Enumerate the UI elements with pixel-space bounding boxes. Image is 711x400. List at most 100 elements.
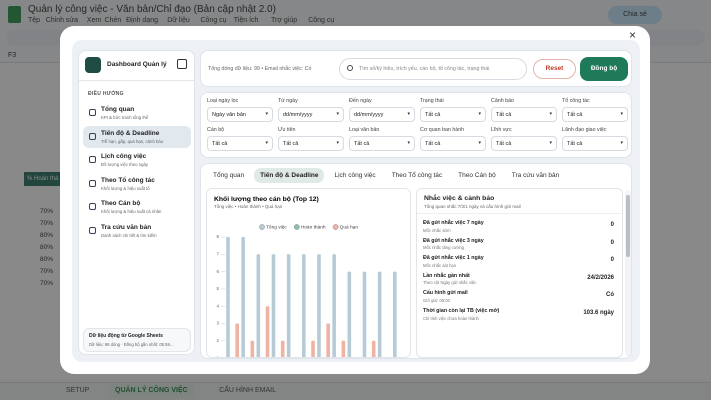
reminder-value: 0: [611, 257, 614, 263]
filter-label: Cán bộ: [207, 127, 224, 133]
filter-select[interactable]: Tất cả▾: [207, 136, 273, 151]
tab[interactable]: Tổng quan: [207, 168, 250, 183]
reminder-label: Đã gửi nhắc việc 1 ngày: [423, 255, 484, 261]
filter-value: Tất cả: [567, 112, 582, 118]
tab[interactable]: Tiến độ & Deadline: [254, 168, 324, 183]
filter-value: Tất cả: [425, 141, 440, 147]
reminder-subtitle: Tổng quan nhắc 7/3/1 ngày và cấu hình gử…: [424, 204, 521, 209]
legend-swatch: [259, 224, 264, 229]
legend-label: Hoàn thành: [301, 224, 326, 230]
reminder-note: Giờ gửi: 05:00: [423, 298, 450, 303]
filter-value: Tất cả: [567, 141, 582, 147]
y-tick-label: 8: [216, 234, 219, 239]
nav-subtitle: Khối lượng & hiệu suất tổ: [101, 186, 150, 191]
search-box[interactable]: Tìm số/ký hiệu, trích yếu, cán bộ, tổ cô…: [339, 58, 527, 80]
filter-select[interactable]: Tất cả▾: [349, 136, 415, 151]
tab[interactable]: Theo Cán bộ: [452, 168, 502, 183]
y-tick-label: 7: [216, 251, 219, 256]
reminder-label: Cấu hình gửi mail: [423, 290, 468, 296]
tab[interactable]: Tra cứu văn bản: [506, 168, 565, 183]
filter-select[interactable]: Tất cả▾: [562, 107, 628, 122]
reminder-title: Nhắc việc & cảnh báo: [424, 195, 494, 202]
legend-label: Quá hạn: [340, 224, 359, 230]
filter-select[interactable]: Tất cả▾: [420, 107, 486, 122]
nav-title: Lịch công việc: [101, 153, 146, 160]
reminder-label: Lần nhắc gần nhất: [423, 273, 470, 279]
filter-value: Ngày văn bản: [212, 112, 246, 118]
y-tick-label: 3: [216, 321, 219, 326]
nav-title: Tra cứu văn bản: [101, 224, 151, 231]
filter-select[interactable]: Tất cả▾: [420, 136, 486, 151]
y-tick-label: 6: [216, 269, 219, 274]
filter-caret: ▾: [336, 140, 339, 146]
filter-select[interactable]: Tất cả ▾: [491, 107, 557, 122]
filter-value: Tất cả: [496, 141, 511, 147]
reset-button[interactable]: Reset: [533, 59, 576, 79]
filter-caret: ▾: [407, 140, 410, 146]
filter-caret: ▾: [549, 111, 552, 117]
bar: [287, 254, 291, 358]
sidebar-logo: [85, 57, 101, 73]
filter-caret: ▾: [265, 111, 268, 117]
filter-select[interactable]: Tất cả ▾: [491, 136, 557, 151]
bar-chart: Khối lượng theo cán bộ (Top 12)Tổng việc…: [207, 189, 411, 358]
nav-item[interactable]: Tiến độ & Deadline Trễ hạn, gấp, quá hạn,…: [83, 126, 191, 148]
bar: [317, 254, 321, 358]
reminder-label: Đã gửi nhắc việc 3 ngày: [423, 238, 484, 244]
filter-value: dd/mm/yyyy: [283, 112, 312, 118]
y-tick-label: 2: [216, 338, 219, 343]
reminder-panel: Nhắc việc & cảnh báo Tổng quan nhắc 7/3/1…: [416, 188, 623, 358]
scrollbar-thumb[interactable]: [626, 195, 630, 257]
tab[interactable]: Lịch công việc: [328, 168, 381, 183]
chart-title: Khối lượng theo cán bộ (Top 12): [214, 195, 319, 203]
modal-body: Dashboard Quản lýĐIỀU HƯỚNGTổng quanKPI …: [72, 40, 640, 362]
filter-value: Tất cả: [496, 112, 511, 118]
bar: [281, 341, 285, 358]
nav-title: Tổng quan: [101, 106, 134, 113]
nav-item[interactable]: Theo Cán bộ Khối lượng & hiệu suất cá nhâ…: [83, 196, 191, 218]
reminder-value: 24/2/2026: [587, 275, 614, 281]
nav-title: Theo Cán bộ: [101, 200, 140, 207]
bar: [348, 272, 352, 358]
collapse-button[interactable]: [177, 59, 187, 69]
filter-select[interactable]: dd/mm/yyyy▾: [278, 107, 344, 122]
nav-item[interactable]: Tra cứu văn bảnDanh sách chi tiết & tìm …: [83, 220, 191, 242]
bar: [372, 341, 376, 358]
filter-caret: ▾: [549, 140, 552, 146]
nav-item[interactable]: Lịch công việc Đồ lượng việc theo ngày: [83, 149, 191, 171]
nav-subtitle: Trễ hạn, gấp, quá hạn, cảnh báo: [101, 139, 163, 144]
filter-select[interactable]: dd/mm/yyyy▾: [349, 107, 415, 122]
sidebar: Dashboard Quản lýĐIỀU HƯỚNGTổng quanKPI …: [78, 50, 195, 355]
filter-select[interactable]: Tất cả▾: [562, 136, 628, 151]
nav-item[interactable]: Theo Tổ công tácKhối lượng & hiệu suất t…: [83, 173, 191, 195]
filter-value: Tất cả: [283, 141, 298, 147]
bar: [257, 254, 261, 358]
bar: [266, 306, 270, 358]
reminder-note: Mốc nhắc tăng cường: [423, 245, 464, 250]
filter-label: Loại văn bản: [349, 127, 379, 133]
divider: [417, 213, 623, 214]
footer-title: Dữ liệu động từ Google Sheets: [89, 333, 163, 339]
filter-select[interactable]: Tất cả ▾: [278, 136, 344, 151]
reminder-value: 103.6 ngày: [583, 310, 614, 316]
chart-subtitle: Tổng việc • Hoàn thành • Quá hạn: [214, 203, 283, 209]
bar: [251, 341, 255, 358]
filter-select[interactable]: Ngày văn bản ▾: [207, 107, 273, 122]
footer-text: Dữ liệu: 99 dòng · Đồng bộ gần nhất: 05:…: [89, 342, 173, 347]
legend-swatch: [294, 224, 299, 229]
reminder-note: Mốc nhắc sát hạn: [423, 263, 456, 268]
nav-icon: [89, 180, 96, 187]
nav-subtitle: Khối lượng & hiệu suất cá nhân: [101, 209, 161, 214]
filter-caret: ▾: [478, 111, 481, 117]
nav-item[interactable]: Tổng quanKPI & bức tranh tổng thể: [83, 102, 191, 124]
filter-label: Cảnh báo: [491, 98, 514, 104]
reminder-value: 0: [611, 222, 614, 228]
bar: [302, 254, 306, 358]
tab[interactable]: Theo Tổ công tác: [386, 168, 448, 183]
filter-label: Ưu tiên: [278, 127, 295, 133]
nav-subtitle: Đồ lượng việc theo ngày: [101, 162, 148, 167]
bar: [342, 341, 346, 358]
nav-title: Tiến độ & Deadline: [101, 130, 159, 137]
sync-button[interactable]: Đồng bộ: [580, 57, 628, 81]
